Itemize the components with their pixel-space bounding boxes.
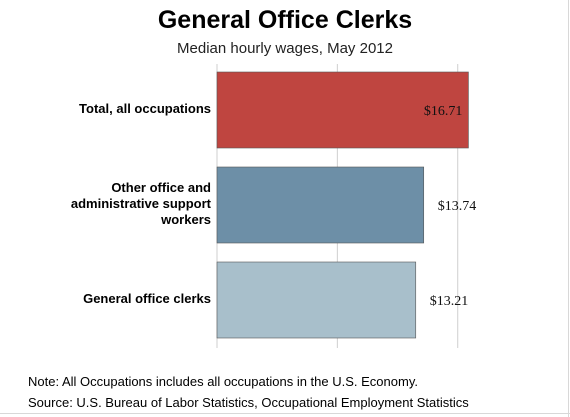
value-label-0: $16.71 xyxy=(424,104,463,119)
value-label-1: $13.74 xyxy=(438,199,477,214)
frame-bottom-edge xyxy=(0,413,570,414)
category-label-line: Total, all occupations xyxy=(79,101,211,116)
category-label-line: Other office and xyxy=(111,180,211,195)
category-label-2: General office clerks xyxy=(11,291,211,307)
frame-right-edge xyxy=(568,0,569,417)
source-text: Source: U.S. Bureau of Labor Statistics,… xyxy=(28,395,469,410)
category-label-line: administrative support xyxy=(70,196,211,211)
bar-2 xyxy=(216,261,417,339)
note-text: Note: All Occupations includes all occup… xyxy=(28,374,418,389)
bars xyxy=(216,71,469,339)
chart-subtitle: Median hourly wages, May 2012 xyxy=(177,40,393,57)
category-label-1: Other office and administrative support wo… xyxy=(11,180,211,228)
value-label-2: $13.21 xyxy=(430,294,469,309)
category-label-line: workers xyxy=(161,212,211,227)
value-labels: $16.71 $13.74 $13.21 xyxy=(424,104,476,309)
category-label-0: Total, all occupations xyxy=(11,101,211,117)
bar-0 xyxy=(216,71,469,149)
chart-title: General Office Clerks xyxy=(157,6,413,34)
category-label-line: General office clerks xyxy=(83,291,211,306)
bar-1 xyxy=(216,166,425,244)
